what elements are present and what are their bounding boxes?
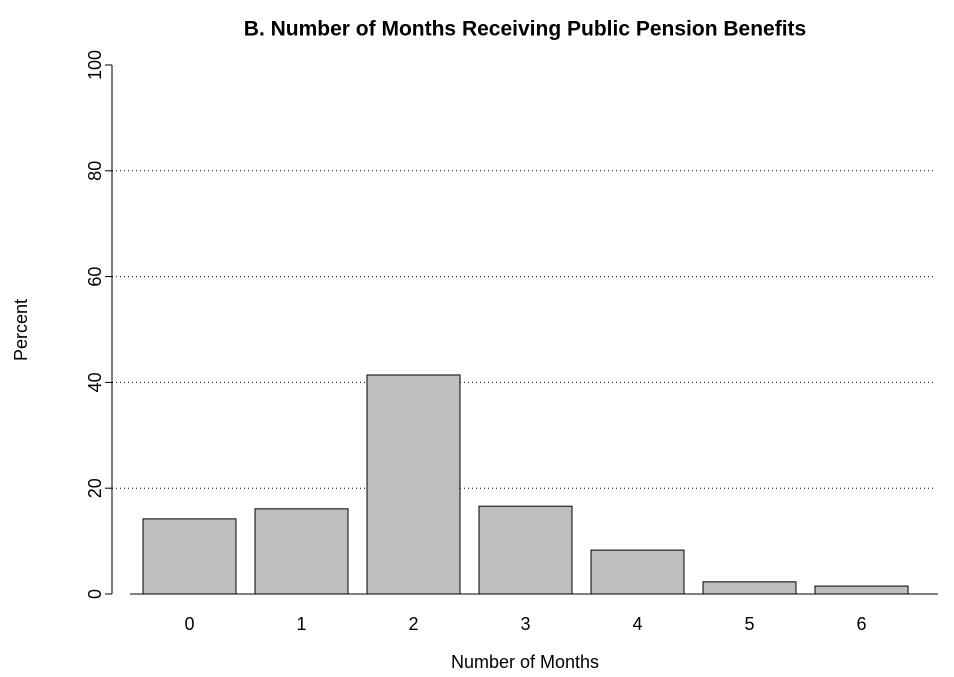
- chart-title: B. Number of Months Receiving Public Pen…: [244, 18, 806, 41]
- x-tick-label: 4: [632, 614, 642, 634]
- bar: [254, 508, 349, 595]
- x-tick-label: 2: [408, 614, 418, 634]
- x-tick-label: 3: [520, 614, 530, 634]
- x-tick-label: 1: [296, 614, 306, 634]
- bar: [478, 505, 573, 595]
- x-tick-label: 5: [744, 614, 754, 634]
- y-tick-label: 80: [85, 161, 105, 181]
- bar: [142, 518, 237, 595]
- bar: [814, 585, 909, 595]
- y-axis-label: Percent: [11, 299, 31, 361]
- x-axis-label: Number of Months: [451, 652, 599, 672]
- y-tick-label: 40: [85, 372, 105, 392]
- bar: [590, 549, 685, 595]
- y-tick-label: 60: [85, 267, 105, 287]
- y-tick-label: 100: [85, 50, 105, 80]
- x-tick-label: 6: [856, 614, 866, 634]
- bar: [702, 581, 797, 595]
- y-tick-label: 0: [85, 589, 105, 599]
- x-tick-label: 0: [184, 614, 194, 634]
- y-tick-label: 20: [85, 478, 105, 498]
- bar: [366, 374, 461, 595]
